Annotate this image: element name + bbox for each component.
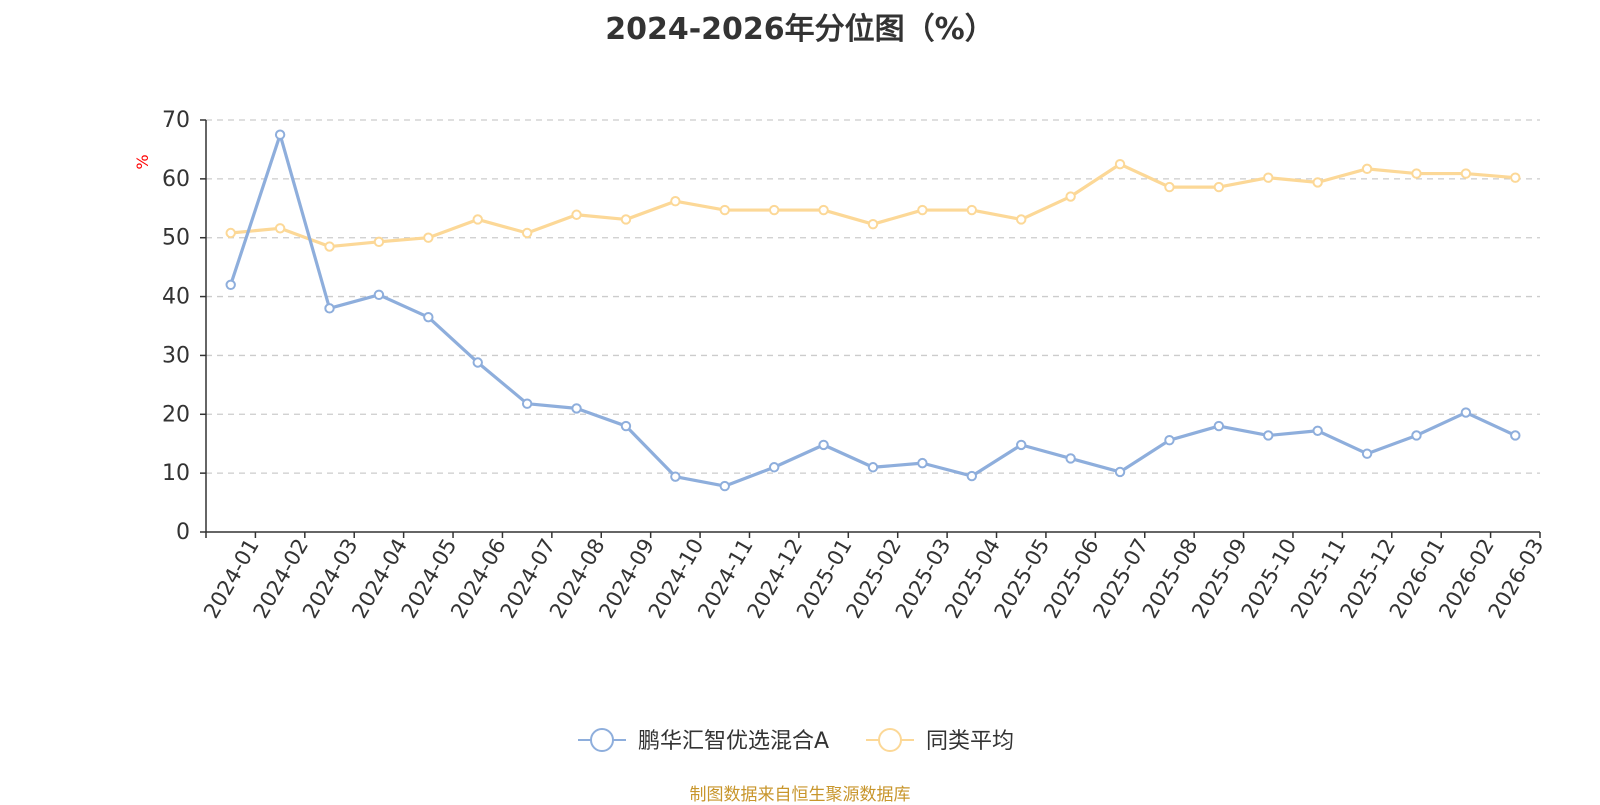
data-point (818, 204, 829, 216)
chart-title: 2024-2026年分位图（%） (605, 12, 995, 47)
y-tick-label: 10 (162, 461, 190, 486)
y-tick-label: 30 (162, 343, 190, 368)
data-point (768, 462, 780, 473)
data-point (1312, 425, 1323, 436)
data-point (719, 480, 730, 492)
data-point (1164, 181, 1175, 193)
data-point (1263, 172, 1274, 183)
legend-label: 鹏华汇智优选混合A (638, 729, 829, 754)
data-point (670, 196, 681, 207)
series-line-1 (230, 162, 1516, 249)
data-point (521, 398, 533, 409)
legend-label: 同类平均 (926, 729, 1014, 754)
data-point (225, 227, 236, 239)
data-point (571, 403, 582, 414)
data-point (867, 218, 879, 230)
data-point (274, 223, 286, 234)
data-point (1411, 168, 1422, 179)
data-point (917, 457, 928, 469)
series-line-0 (229, 133, 1516, 488)
data-point (1411, 430, 1422, 441)
y-tick-label: 0 (176, 520, 190, 545)
data-point (324, 241, 335, 252)
data-point (1263, 430, 1274, 441)
line-chart: 010203040506070%2024-012024-022024-03202… (133, 108, 1548, 754)
data-point (1016, 214, 1027, 225)
data-point (768, 204, 780, 216)
data-point (423, 311, 434, 323)
data-point (423, 232, 434, 243)
y-tick-label: 50 (162, 226, 190, 251)
y-axis-label: % (133, 154, 152, 169)
data-point (324, 303, 335, 314)
data-point (472, 214, 483, 225)
data-point (472, 357, 483, 368)
data-point (670, 471, 681, 482)
data-point (719, 204, 730, 216)
data-point (571, 209, 582, 220)
data-point (1460, 407, 1472, 418)
data-point (1361, 448, 1373, 459)
data-point (1065, 191, 1076, 202)
data-point (620, 214, 632, 225)
data-point (1213, 420, 1225, 432)
y-tick-label: 60 (162, 167, 190, 192)
data-point (521, 227, 533, 239)
data-point (1065, 453, 1076, 464)
data-point (1213, 181, 1225, 193)
y-tick-label: 70 (162, 108, 190, 133)
source-note: 制图数据来自恒生聚源数据库 (689, 785, 911, 805)
data-point (274, 129, 286, 140)
data-point (1312, 177, 1323, 188)
data-point (966, 470, 978, 482)
data-point (620, 420, 632, 432)
data-point (818, 439, 829, 451)
legend-marker (878, 728, 902, 752)
data-point (1510, 430, 1521, 441)
legend-marker (590, 728, 614, 752)
data-point (225, 279, 236, 290)
data-point (1114, 466, 1126, 478)
data-point (917, 204, 928, 216)
y-tick-label: 40 (162, 285, 190, 310)
y-tick-label: 20 (162, 402, 190, 427)
data-point (373, 236, 385, 248)
data-point (966, 204, 978, 216)
data-point (1164, 434, 1175, 446)
data-point (867, 462, 879, 473)
data-point (1510, 172, 1521, 183)
data-point (1016, 439, 1027, 451)
data-point (1361, 163, 1373, 175)
data-point (1460, 168, 1472, 179)
data-point (373, 289, 385, 301)
data-point (1114, 158, 1126, 170)
